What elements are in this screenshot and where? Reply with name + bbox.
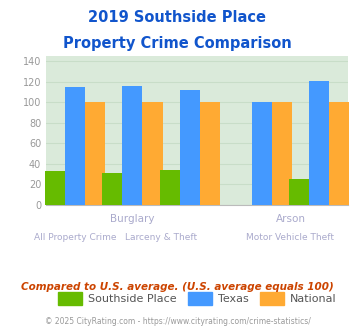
Text: All Property Crime: All Property Crime [34,233,116,242]
Bar [85,102,105,205]
Bar [180,90,200,205]
Bar [329,102,349,205]
Legend: Southside Place, Texas, National: Southside Place, Texas, National [54,287,340,309]
Bar [200,102,220,205]
Bar [272,102,292,205]
Text: Property Crime Comparison: Property Crime Comparison [63,36,292,51]
Text: Burglary: Burglary [110,214,155,224]
Bar [289,179,309,205]
Text: Arson: Arson [275,214,305,224]
Bar [45,171,65,205]
Bar [122,86,142,205]
Bar [142,102,163,205]
Text: Compared to U.S. average. (U.S. average equals 100): Compared to U.S. average. (U.S. average … [21,282,334,292]
Text: Motor Vehicle Theft: Motor Vehicle Theft [246,233,334,242]
Text: Larceny & Theft: Larceny & Theft [125,233,197,242]
Text: © 2025 CityRating.com - https://www.cityrating.com/crime-statistics/: © 2025 CityRating.com - https://www.city… [45,317,310,326]
Bar [309,81,329,205]
Bar [252,102,272,205]
Text: 2019 Southside Place: 2019 Southside Place [88,10,267,25]
Bar [102,173,122,205]
Bar [160,170,180,205]
Bar [65,87,85,205]
